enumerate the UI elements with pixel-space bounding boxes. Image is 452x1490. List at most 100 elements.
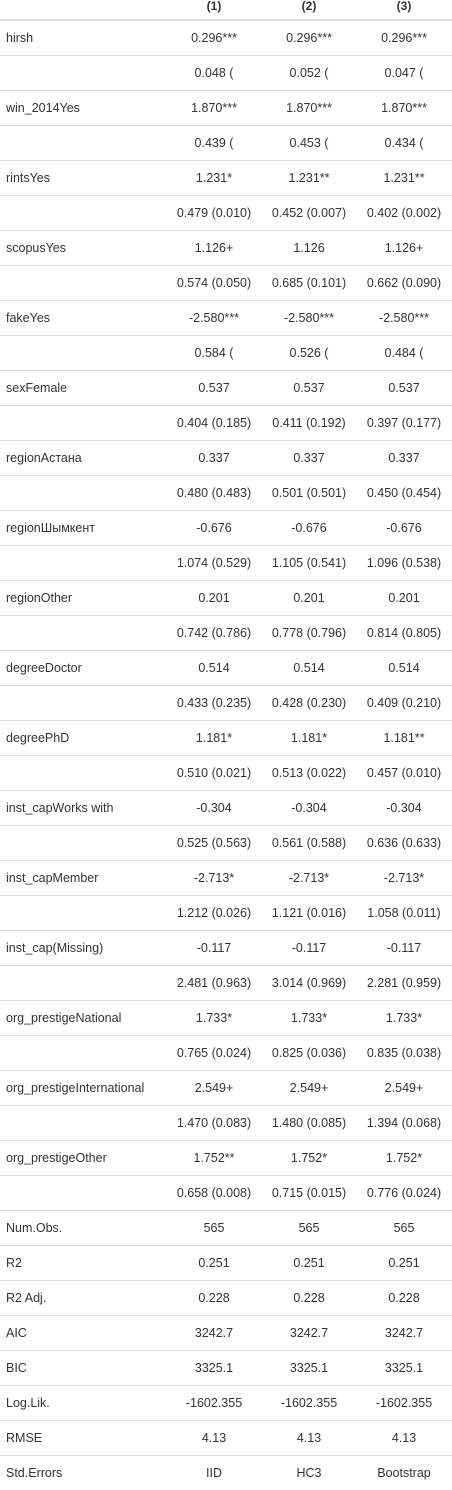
value-cell-model-2: 0.537 [262, 371, 356, 406]
row-label: win_2014Yes [0, 91, 166, 126]
header-cell-label [0, 0, 166, 20]
value-cell-model-3: 2.281 (0.959) [356, 966, 452, 1001]
value-cell-model-2: -2.713* [262, 861, 356, 896]
header-row: (1) (2) (3) [0, 0, 452, 20]
value-cell-model-2: 1.121 (0.016) [262, 896, 356, 931]
value-cell-model-2: 0.825 (0.036) [262, 1036, 356, 1071]
value-cell-model-3: 1.733* [356, 1001, 452, 1036]
value-cell-model-2: 3242.7 [262, 1316, 356, 1351]
value-cell-model-1: 0.574 (0.050) [166, 266, 262, 301]
value-cell-model-1: -2.713* [166, 861, 262, 896]
value-cell-model-3: 1.181** [356, 721, 452, 756]
row-label [0, 406, 166, 441]
value-cell-model-1: 2.549+ [166, 1071, 262, 1106]
value-cell-model-1: 1.870*** [166, 91, 262, 126]
value-cell-model-3: 0.201 [356, 581, 452, 616]
value-cell-model-3: 0.251 [356, 1246, 452, 1281]
value-cell-model-2: 0.251 [262, 1246, 356, 1281]
row-label: inst_capMember [0, 861, 166, 896]
value-cell-model-2: -0.676 [262, 511, 356, 546]
row-label: regionШымкент [0, 511, 166, 546]
row-label [0, 896, 166, 931]
value-cell-model-3: 0.537 [356, 371, 452, 406]
value-cell-model-1: 0.765 (0.024) [166, 1036, 262, 1071]
se-row: 1.212 (0.026)1.121 (0.016)1.058 (0.011) [0, 896, 452, 931]
row-label: inst_capWorks with [0, 791, 166, 826]
value-cell-model-1: 2.481 (0.963) [166, 966, 262, 1001]
coef-row: regionШымкент-0.676-0.676-0.676 [0, 511, 452, 546]
value-cell-model-1: 0.201 [166, 581, 262, 616]
gof-row: Log.Lik.-1602.355-1602.355-1602.355 [0, 1386, 452, 1421]
value-cell-model-2: 0.778 (0.796) [262, 616, 356, 651]
value-cell-model-1: 0.433 (0.235) [166, 686, 262, 721]
value-cell-model-1: 0.228 [166, 1281, 262, 1316]
value-cell-model-3: -0.117 [356, 931, 452, 966]
row-label: BIC [0, 1351, 166, 1386]
row-label [0, 56, 166, 91]
se-row: 0.433 (0.235)0.428 (0.230)0.409 (0.210) [0, 686, 452, 721]
value-cell-model-2: 565 [262, 1211, 356, 1246]
coef-row: inst_capWorks with-0.304-0.304-0.304 [0, 791, 452, 826]
value-cell-model-3: 0.662 (0.090) [356, 266, 452, 301]
value-cell-model-1: 0.742 (0.786) [166, 616, 262, 651]
value-cell-model-3: 0.397 (0.177) [356, 406, 452, 441]
row-label: org_prestigeInternational [0, 1071, 166, 1106]
value-cell-model-1: 0.584 ( [166, 336, 262, 371]
value-cell-model-2: 0.296*** [262, 20, 356, 56]
row-label: hirsh [0, 20, 166, 56]
row-label [0, 546, 166, 581]
value-cell-model-1: 565 [166, 1211, 262, 1246]
value-cell-model-1: 0.048 ( [166, 56, 262, 91]
value-cell-model-3: 0.835 (0.038) [356, 1036, 452, 1071]
value-cell-model-2: 0.428 (0.230) [262, 686, 356, 721]
se-row: 0.480 (0.483)0.501 (0.501)0.450 (0.454) [0, 476, 452, 511]
value-cell-model-3: 565 [356, 1211, 452, 1246]
row-label [0, 476, 166, 511]
se-row: 1.470 (0.083)1.480 (0.085)1.394 (0.068) [0, 1106, 452, 1141]
value-cell-model-1: 0.525 (0.563) [166, 826, 262, 861]
value-cell-model-2: 1.126 [262, 231, 356, 266]
value-cell-model-1: 0.479 (0.010) [166, 196, 262, 231]
row-label: Num.Obs. [0, 1211, 166, 1246]
row-label [0, 686, 166, 721]
value-cell-model-1: 3242.7 [166, 1316, 262, 1351]
row-label [0, 1036, 166, 1071]
value-cell-model-1: 1.212 (0.026) [166, 896, 262, 931]
value-cell-model-3: 0.450 (0.454) [356, 476, 452, 511]
value-cell-model-1: 0.658 (0.008) [166, 1176, 262, 1211]
coef-row: fakeYes-2.580***-2.580***-2.580*** [0, 301, 452, 336]
row-label: sexFemale [0, 371, 166, 406]
value-cell-model-2: 0.514 [262, 651, 356, 686]
value-cell-model-2: 1.752* [262, 1141, 356, 1176]
se-row: 0.439 (0.453 (0.434 ( [0, 126, 452, 161]
value-cell-model-3: 1.126+ [356, 231, 452, 266]
value-cell-model-2: 3325.1 [262, 1351, 356, 1386]
value-cell-model-2: 4.13 [262, 1421, 356, 1456]
row-label: AIC [0, 1316, 166, 1351]
value-cell-model-3: 3242.7 [356, 1316, 452, 1351]
value-cell-model-2: 0.685 (0.101) [262, 266, 356, 301]
value-cell-model-1: 1.181* [166, 721, 262, 756]
se-row: 0.584 (0.526 (0.484 ( [0, 336, 452, 371]
value-cell-model-3: -0.676 [356, 511, 452, 546]
se-row: 1.074 (0.529)1.105 (0.541)1.096 (0.538) [0, 546, 452, 581]
value-cell-model-1: 1.074 (0.529) [166, 546, 262, 581]
value-cell-model-3: 0.296*** [356, 20, 452, 56]
row-label: degreeDoctor [0, 651, 166, 686]
se-row: 0.048 (0.052 (0.047 ( [0, 56, 452, 91]
value-cell-model-1: 1.752** [166, 1141, 262, 1176]
row-label [0, 126, 166, 161]
